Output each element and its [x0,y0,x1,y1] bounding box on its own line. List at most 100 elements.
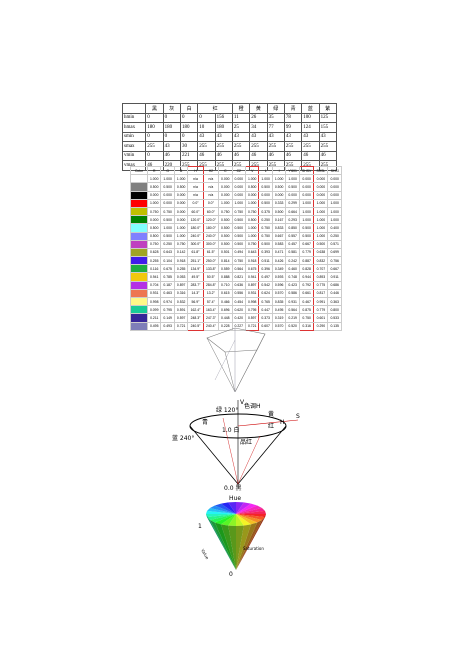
label: 1 [198,523,202,530]
row: hmax 180 180 180 10 180 25 34 77 99 124 155 [121,122,338,133]
cell: 0.591 [173,305,189,315]
row: smax 255 43 30 255 255 255 255 255 255 255 255 [121,141,338,152]
color-swatch [130,256,148,266]
label: 绿 120° [216,406,238,414]
row: hmin 0 0 0 0 156 11 26 35 78 100 125 [121,112,338,123]
cell: 0.000 [173,190,189,200]
row: 0.941 0.785 0.053 49.5° 50.5° 0.888 0.821 0.941… [130,272,342,282]
cell: 240.0° [202,231,220,241]
cell: 0.785 [160,272,175,282]
row-label: smax [121,141,147,152]
cell: 50.5° [202,272,220,282]
color-swatch [130,313,148,323]
cell: 1.000 [244,174,260,184]
cell: 0.000 [160,198,175,208]
cell: 46 [318,150,338,161]
cell: 124 [301,122,320,133]
cell: 0.931 [285,296,300,307]
cell: 0.750 [244,239,260,249]
cell: 0.454 [231,296,247,307]
cell: 0.748 [285,272,300,282]
cell: 0.000 [285,190,300,200]
color-swatch [130,215,148,225]
cell: 0.944 [298,272,315,282]
cell: 0.833 [271,223,287,233]
color-cone-diagram: Hue Saturation Value 1 0 [198,495,266,578]
hue-wedge [228,502,236,514]
hue-wedge [206,514,236,518]
row: 0.099 0.795 0.591 162.4° 163.4° 0.696 0.620 0.7… [130,305,342,315]
header-cell: 蓝 [301,103,320,114]
cell: 0.918 [173,256,189,266]
cell: 1.000 [327,198,342,208]
cell: 46 [231,150,251,161]
cell: 60.0° [202,206,220,217]
cell: 1.000 [146,198,162,208]
color-swatch [130,264,148,274]
cell: 0.756 [327,256,342,266]
row: 0.495 0.493 0.721 240.5° 240.4° 0.228 0.227 0.7… [130,321,342,331]
cell: 0.675 [160,264,175,274]
cell: 0.974 [160,296,175,307]
cell: 25 [231,122,251,133]
cell: 0.255 [173,264,189,274]
cell: 0.255 [146,256,162,266]
cell: 0.620 [231,305,247,315]
cell: 0.638 [313,247,329,258]
cell: 46 [197,150,216,161]
cell: 1.000 [244,223,260,233]
cell: 0.000 [218,182,233,192]
cell: 0.000 [244,190,260,200]
cell: 43 [266,131,285,142]
cell: 0.500 [218,223,233,233]
cell: 57.4° [202,296,220,307]
cell: 46 [266,150,285,161]
cell: 0.000 [327,190,342,200]
row: 0.628 0.643 0.142 61.8° 61.5° 0.501 0.494 0.643… [130,247,342,258]
cell: 0.501 [218,247,233,258]
cell: 49.5° [187,272,204,282]
cell: 11 [231,112,251,123]
cell: 0.099 [146,305,162,315]
cell: 0.615 [218,288,233,299]
row: 0.000 0.000 0.000 n/a n/a 0.000 0.000 0.000 0.00… [130,190,342,200]
cell: 0.750 [298,313,315,323]
cell: 255 [283,141,303,152]
cell: 155 [318,122,338,133]
cell: 0.466 [218,296,233,307]
header-cell: H2 [202,165,220,176]
cell: 0.643 [244,247,260,258]
cell: 0.299 [285,198,300,208]
label: 蓝 240° [172,434,194,442]
header-cell: I [271,165,287,176]
cell: 43 [283,131,303,142]
cell: 0.349 [271,264,287,274]
cone-side [228,525,236,570]
cell: 0.000 [298,190,315,200]
color-swatch [130,247,148,258]
cell: 1.000 [258,174,273,184]
cell: 1.000 [244,231,260,241]
cell: 0.750 [160,206,175,217]
cell: 1.000 [327,206,342,217]
cell: 0.500 [231,239,247,249]
cell: 0.911 [327,272,342,282]
cell: 46 [301,150,320,161]
cell: 0.000 [298,182,315,192]
cell: 0.000 [327,174,342,184]
cell: 0.667 [298,239,315,249]
cell: 0.795 [160,305,175,315]
cell: 1.000 [160,223,175,233]
cell: 0.583 [271,239,287,249]
cell: 0.500 [258,198,273,208]
cell: 0.628 [146,247,162,258]
cell: 0.000 [218,190,233,200]
cell: 1.000 [313,223,329,233]
cell: 0 [145,112,164,123]
cell: 43 [162,141,181,152]
hue-wedge [221,502,236,514]
cell: 1.000 [160,174,175,184]
color-swatch [130,206,148,217]
header-cell: Color [130,165,148,176]
cell: 255 [197,141,216,152]
